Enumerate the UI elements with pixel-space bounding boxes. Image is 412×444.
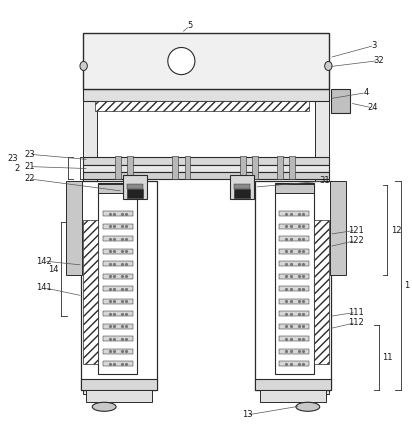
Bar: [123, 175, 147, 199]
Bar: [279, 249, 309, 254]
Bar: [98, 183, 137, 374]
Text: 13: 13: [242, 411, 253, 420]
Ellipse shape: [325, 61, 332, 71]
Bar: [331, 88, 350, 113]
Bar: [279, 349, 309, 353]
Ellipse shape: [92, 402, 116, 411]
Bar: [103, 336, 133, 341]
Text: 141: 141: [36, 283, 52, 292]
Bar: [255, 181, 331, 390]
Bar: [315, 101, 329, 394]
Ellipse shape: [296, 402, 320, 411]
Text: 4: 4: [363, 88, 369, 97]
Bar: [172, 156, 178, 179]
Bar: [240, 156, 246, 179]
Text: 2: 2: [14, 164, 20, 173]
Bar: [314, 220, 329, 364]
Circle shape: [168, 48, 195, 75]
Bar: [103, 286, 133, 291]
Text: 11: 11: [383, 353, 393, 362]
Bar: [83, 101, 97, 394]
Bar: [103, 249, 133, 254]
Bar: [279, 236, 309, 241]
Bar: [103, 236, 133, 241]
Text: 24: 24: [367, 103, 377, 112]
Bar: [279, 224, 309, 229]
Bar: [103, 224, 133, 229]
Bar: [279, 274, 309, 279]
Bar: [289, 156, 295, 179]
Text: 111: 111: [348, 308, 364, 317]
Bar: [234, 184, 250, 189]
Bar: [279, 261, 309, 266]
Text: 142: 142: [36, 257, 52, 266]
Text: 32: 32: [373, 56, 384, 65]
Bar: [185, 156, 190, 179]
Bar: [83, 33, 329, 88]
Bar: [98, 184, 137, 193]
Bar: [277, 156, 283, 179]
Text: 5: 5: [187, 21, 192, 30]
Bar: [83, 220, 98, 364]
Bar: [279, 211, 309, 216]
Bar: [234, 189, 250, 198]
Bar: [103, 349, 133, 353]
Bar: [330, 181, 346, 275]
Text: 121: 121: [348, 226, 364, 235]
Bar: [83, 172, 329, 179]
Bar: [115, 156, 121, 179]
Bar: [279, 286, 309, 291]
Bar: [103, 299, 133, 304]
Bar: [279, 299, 309, 304]
Ellipse shape: [80, 61, 87, 71]
Text: 23: 23: [24, 150, 35, 159]
Bar: [253, 156, 258, 179]
Text: 122: 122: [348, 236, 364, 245]
Bar: [279, 324, 309, 329]
Bar: [279, 336, 309, 341]
Bar: [103, 211, 133, 216]
Bar: [81, 379, 157, 390]
Text: 22: 22: [24, 174, 35, 183]
Text: 21: 21: [24, 162, 35, 171]
Text: 112: 112: [348, 318, 364, 327]
Bar: [255, 379, 331, 390]
Text: 12: 12: [391, 226, 401, 235]
Text: 23: 23: [8, 154, 18, 163]
Bar: [230, 175, 254, 199]
Bar: [103, 274, 133, 279]
Bar: [66, 181, 82, 275]
Bar: [86, 390, 152, 402]
Bar: [103, 261, 133, 266]
Bar: [103, 324, 133, 329]
Text: 1: 1: [404, 281, 409, 290]
Text: 3: 3: [372, 41, 377, 50]
Bar: [83, 88, 329, 101]
Text: 14: 14: [48, 265, 58, 274]
Bar: [83, 165, 329, 172]
Bar: [279, 361, 309, 366]
Bar: [83, 157, 329, 165]
Bar: [127, 156, 133, 179]
Bar: [260, 390, 326, 402]
Bar: [103, 361, 133, 366]
Bar: [103, 311, 133, 316]
Text: 31: 31: [320, 176, 330, 186]
Bar: [95, 101, 309, 111]
Bar: [127, 184, 143, 189]
Bar: [81, 181, 157, 390]
Bar: [275, 184, 314, 193]
Bar: [275, 183, 314, 374]
Bar: [279, 311, 309, 316]
Bar: [127, 189, 143, 198]
